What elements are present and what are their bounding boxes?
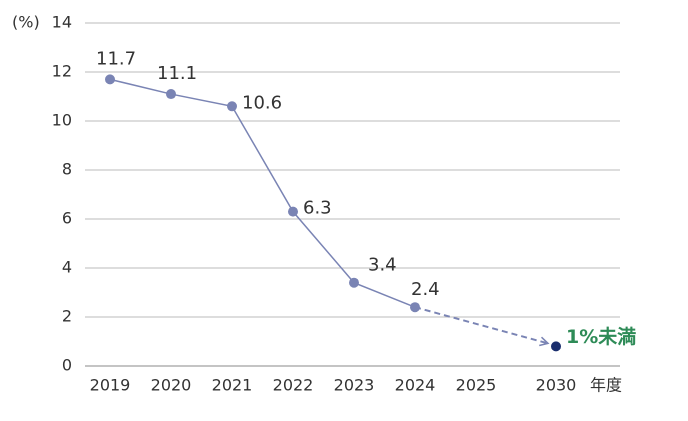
x-tick-label: 2025: [456, 376, 497, 395]
point: [227, 101, 237, 112]
x-tick-label: 2019: [90, 376, 131, 395]
point: [166, 89, 176, 100]
point: [349, 277, 359, 288]
y-tick-label: 4: [62, 258, 72, 277]
y-tick-label: 6: [62, 209, 72, 228]
x-axis-label: 年度: [590, 376, 622, 395]
value-label: 2.4: [411, 279, 440, 300]
x-tick-label: 2023: [334, 376, 375, 395]
arrow-head: [539, 336, 550, 347]
point: [410, 302, 420, 313]
x-tick-label: 2030: [536, 376, 577, 395]
y-unit-label: (%): [12, 13, 40, 32]
value-label: 11.1: [157, 63, 197, 84]
x-tick-label: 2022: [273, 376, 314, 395]
y-tick-label: 2: [62, 307, 72, 326]
y-tick-label: 12: [52, 62, 72, 81]
y-tick-label: 10: [52, 111, 72, 130]
projection-line: [414, 306, 549, 345]
x-tick-label: 2020: [151, 376, 192, 395]
y-tick-label: 8: [62, 160, 72, 179]
value-label: 11.7: [96, 48, 136, 69]
point: [105, 74, 115, 85]
target-label: 1%未満: [566, 325, 636, 348]
x-tick-label: 2021: [212, 376, 253, 395]
point: [288, 206, 298, 217]
x-tick-label: 2024: [395, 376, 436, 395]
value-label: 6.3: [303, 198, 332, 219]
target-point: [551, 341, 561, 352]
y-tick-label: 14: [52, 13, 72, 32]
value-label: 3.4: [368, 255, 397, 276]
y-tick-label: 0: [62, 356, 72, 375]
line: [109, 78, 416, 308]
value-label: 10.6: [242, 92, 282, 113]
